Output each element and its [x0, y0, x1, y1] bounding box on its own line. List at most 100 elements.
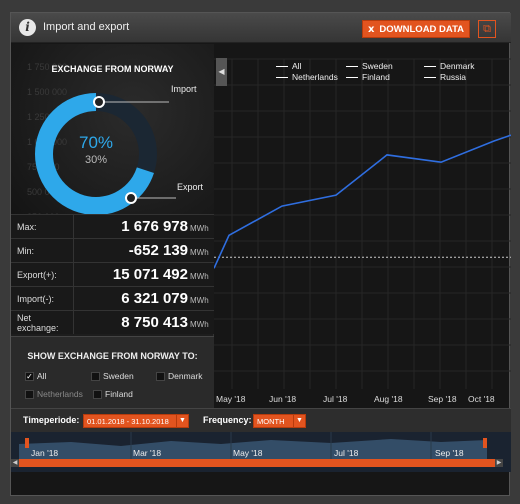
- navigator-handle-right: [483, 438, 487, 448]
- donut-title: EXCHANGE FROM NORWAY: [51, 64, 174, 74]
- legend-swatch: [424, 65, 436, 67]
- stat-row-import: Import(-): 6 321 079 MWh: [11, 286, 214, 310]
- excel-icon: x: [367, 23, 375, 35]
- ghost-axis-label: 1 750 000: [27, 62, 68, 72]
- stat-unit: MWh: [190, 224, 209, 233]
- external-link-icon[interactable]: ⧉: [478, 20, 496, 38]
- legend-swatch: [346, 76, 358, 78]
- navigator-tick: Jul '18: [334, 448, 359, 458]
- checkbox-box[interactable]: [25, 389, 34, 399]
- legend-russia[interactable]: Russia: [424, 72, 466, 82]
- navigator-svg: [19, 432, 487, 464]
- frequency-label: Frequency:: [203, 415, 252, 425]
- scroll-left-arrow[interactable]: ◀: [11, 459, 19, 467]
- frequency-select[interactable]: MONTH ▼: [253, 414, 306, 428]
- navigator-tick: Sep '18: [435, 448, 464, 458]
- checkbox-box[interactable]: [93, 389, 102, 399]
- export-marker: [125, 192, 137, 204]
- checkbox-box[interactable]: [156, 371, 165, 381]
- stat-label: Min:: [11, 239, 74, 262]
- ghost-axis-label: 1 500 000: [27, 87, 68, 97]
- legend-swatch: [346, 65, 358, 67]
- stat-unit: MWh: [190, 296, 209, 305]
- line-chart-svg: [214, 58, 511, 389]
- x-tick-label: May '18: [216, 394, 246, 404]
- navigator-tick: Mar '18: [133, 448, 162, 458]
- checkbox-box[interactable]: ✓: [25, 371, 34, 381]
- line-chart[interactable]: ◀ All Sweden Denmark Netherlands Finland…: [214, 44, 511, 408]
- checkbox-finland[interactable]: Finland: [93, 389, 133, 399]
- checkbox-label: All: [37, 371, 47, 381]
- x-tick-label: Sep '18: [428, 394, 457, 404]
- legend-all[interactable]: All: [276, 61, 301, 71]
- widget-frame: i Import and export x DOWNLOAD DATA ⧉ 1 …: [10, 12, 511, 496]
- stat-label: Import(-):: [11, 287, 74, 310]
- stat-value: 6 321 079: [121, 290, 188, 307]
- navigator-tick: Jan '18: [31, 448, 59, 458]
- checkbox-label: Denmark: [168, 371, 203, 381]
- checkbox-label: Sweden: [103, 371, 134, 381]
- legend-finland[interactable]: Finland: [346, 72, 390, 82]
- stat-row-net: Net exchange: 8 750 413 MWh: [11, 310, 214, 334]
- scroll-right-arrow[interactable]: ▶: [495, 459, 503, 467]
- navigator-scrollbar[interactable]: [19, 459, 495, 467]
- stat-label: Export(+):: [11, 263, 74, 286]
- timeperiod-value: 01.01.2018 - 31.10.2018: [87, 416, 169, 426]
- ghost-axis-label: 1 250 000: [27, 112, 68, 122]
- navigator-handle-left: [25, 438, 29, 448]
- checkbox-netherlands[interactable]: Netherlands: [25, 389, 83, 399]
- checkbox-denmark[interactable]: Denmark: [156, 371, 202, 381]
- ghost-axis-label: 500 000: [27, 187, 60, 197]
- stat-value: 8 750 413: [121, 314, 188, 331]
- collapse-panel-button[interactable]: ◀: [216, 58, 227, 86]
- stats-table: Max: 1 676 978 MWh Min: -652 139 MWh Exp…: [11, 214, 214, 334]
- chevron-down-icon[interactable]: ▼: [293, 415, 305, 427]
- stat-value: 1 676 978: [121, 218, 188, 235]
- donut-chart: 1 750 000 1 500 000 1 250 000 1 000 000 750 …: [11, 44, 214, 214]
- series-line-all: [214, 134, 511, 269]
- stat-unit: MWh: [190, 272, 209, 281]
- widget-header: i Import and export x DOWNLOAD DATA ⧉: [11, 13, 511, 43]
- export-percent: 70%: [78, 133, 114, 152]
- stat-value: -652 139: [128, 242, 188, 259]
- legend-denmark[interactable]: Denmark: [424, 61, 474, 71]
- download-data-button[interactable]: x DOWNLOAD DATA: [362, 20, 470, 38]
- chevron-down-icon[interactable]: ▼: [176, 415, 188, 427]
- stat-unit: MWh: [190, 248, 209, 257]
- checkbox-box[interactable]: [91, 371, 100, 381]
- stat-row-export: Export(+): 15 071 492 MWh: [11, 262, 214, 286]
- summary-panel: 1 750 000 1 500 000 1 250 000 1 000 000 750 …: [11, 44, 214, 408]
- export-label: Export: [177, 182, 204, 192]
- import-label: Import: [171, 84, 197, 94]
- x-tick-label: Aug '18: [374, 394, 403, 404]
- checkbox-all[interactable]: ✓ All: [25, 371, 46, 381]
- timeperiod-select[interactable]: 01.01.2018 - 31.10.2018 ▼: [83, 414, 189, 428]
- import-marker: [93, 96, 105, 108]
- x-tick-label: Jun '18: [269, 394, 297, 404]
- checkbox-label: Finland: [105, 389, 133, 399]
- legend-netherlands[interactable]: Netherlands: [276, 72, 338, 82]
- legend-label: Sweden: [362, 61, 393, 71]
- legend-label: Finland: [362, 72, 390, 82]
- info-icon[interactable]: i: [19, 19, 36, 36]
- legend-label: Netherlands: [292, 72, 338, 82]
- legend-label: All: [292, 61, 302, 71]
- navigator-tick: May '18: [233, 448, 263, 458]
- stat-value: 15 071 492: [112, 266, 188, 283]
- checkbox-sweden[interactable]: Sweden: [91, 371, 134, 381]
- legend-label: Russia: [440, 72, 466, 82]
- show-exchange-panel: SHOW EXCHANGE FROM NORWAY TO: ✓ All Swed…: [11, 336, 214, 408]
- checkbox-label: Netherlands: [37, 389, 83, 399]
- legend-swatch: [424, 76, 436, 78]
- stat-label: Net exchange:: [11, 311, 74, 334]
- legend-swatch: [276, 65, 288, 67]
- download-data-label: DOWNLOAD DATA: [379, 23, 465, 35]
- x-tick-label: Jul '18: [323, 394, 348, 404]
- stat-row-max: Max: 1 676 978 MWh: [11, 214, 214, 238]
- stat-row-min: Min: -652 139 MWh: [11, 238, 214, 262]
- stat-unit: MWh: [190, 320, 209, 329]
- donut-svg: [35, 93, 176, 214]
- stat-label: Max:: [11, 215, 74, 238]
- legend-sweden[interactable]: Sweden: [346, 61, 393, 71]
- show-exchange-title: SHOW EXCHANGE FROM NORWAY TO:: [27, 351, 198, 361]
